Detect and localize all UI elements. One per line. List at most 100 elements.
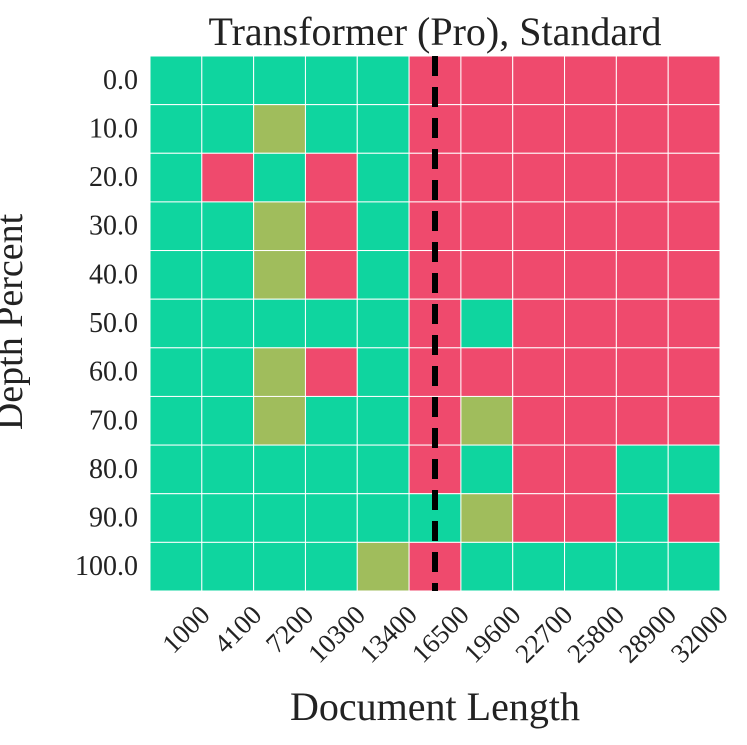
heatmap-cell	[615, 298, 669, 349]
heatmap-cell	[304, 201, 358, 252]
heatmap-cell	[512, 201, 566, 252]
heatmap-cell	[512, 395, 566, 446]
y-tick-labels: 0.0 10.0 20.0 30.0 40.0 50.0 60.0 70.0 80.0 90.0 1…	[75, 65, 138, 582]
heatmap-cell	[201, 201, 255, 252]
heatmap-cell	[667, 347, 721, 397]
heatmap-cell	[253, 298, 306, 349]
heatmap-cell	[356, 444, 410, 495]
heatmap-cell	[253, 104, 306, 154]
heatmap-cell	[667, 395, 721, 446]
heatmap-cell	[149, 298, 203, 349]
heatmap-cell	[512, 347, 566, 397]
heatmap-cell	[201, 347, 255, 397]
heatmap-cell	[564, 395, 617, 446]
x-tick-label: 4100	[208, 600, 267, 659]
heatmap-cell	[512, 298, 566, 349]
heatmap-cell	[304, 55, 358, 106]
heatmap-cell	[460, 541, 514, 592]
heatmap-cell	[564, 104, 617, 154]
heatmap-cell	[512, 152, 566, 203]
heatmap-cell	[564, 152, 617, 203]
x-tick-label: 22700	[509, 600, 578, 669]
heatmap-cell	[149, 201, 203, 252]
heatmap-cell	[460, 444, 514, 495]
heatmap-cell	[667, 493, 721, 543]
heatmap-cell	[149, 250, 203, 300]
heatmap-cell	[201, 152, 255, 203]
x-tick-label: 10300	[302, 600, 371, 669]
heatmap-cell	[615, 152, 669, 203]
y-tick-label: 100.0	[75, 551, 138, 582]
heatmap-cell	[253, 347, 306, 397]
heatmap-cell	[304, 298, 358, 349]
heatmap-cell	[460, 347, 514, 397]
heatmap-cell	[149, 493, 203, 543]
heatmap-cell	[149, 152, 203, 203]
heatmap-cell	[356, 298, 410, 349]
x-tick-label: 16500	[406, 600, 475, 669]
heatmap-cell	[512, 493, 566, 543]
heatmap-cell	[201, 541, 255, 592]
heatmap-cell	[564, 298, 617, 349]
heatmap-cell	[667, 152, 721, 203]
y-tick-label: 20.0	[89, 162, 138, 193]
y-tick-label: 60.0	[89, 357, 138, 388]
heatmap-cell	[149, 347, 203, 397]
heatmap-cell	[149, 395, 203, 446]
heatmap-cell	[201, 444, 255, 495]
heatmap-cell	[201, 104, 255, 154]
heatmap-cell	[304, 104, 358, 154]
heatmap-cell	[304, 493, 358, 543]
heatmap-cell	[356, 347, 410, 397]
heatmap-cell	[149, 444, 203, 495]
heatmap-cell	[615, 444, 669, 495]
heatmap-cell	[564, 444, 617, 495]
heatmap-cell	[667, 444, 721, 495]
y-tick-label: 10.0	[89, 113, 138, 144]
heatmap-cell	[460, 201, 514, 252]
heatmap-cell	[564, 55, 617, 106]
chart-title: Transformer (Pro), Standard	[208, 9, 662, 54]
heatmap-cell	[615, 395, 669, 446]
heatmap-cell	[253, 152, 306, 203]
x-tick-label: 32000	[665, 600, 734, 669]
heatmap-cell	[201, 395, 255, 446]
heatmap-cell	[356, 250, 410, 300]
x-tick-label: 19600	[458, 600, 527, 669]
heatmap-cell	[201, 493, 255, 543]
heatmap-cell	[512, 250, 566, 300]
heatmap-cell	[667, 201, 721, 252]
heatmap-cell	[512, 55, 566, 106]
heatmap-cell	[615, 347, 669, 397]
y-tick-label: 40.0	[89, 259, 138, 290]
heatmap-cell	[460, 493, 514, 543]
heatmap-cell	[253, 395, 306, 446]
heatmap-cell	[615, 541, 669, 592]
heatmap-cell	[512, 541, 566, 592]
x-tick-label: 25800	[561, 600, 630, 669]
heatmap-cell	[356, 55, 410, 106]
y-tick-label: 70.0	[89, 405, 138, 436]
heatmap-cell	[564, 250, 617, 300]
heatmap-cell	[667, 541, 721, 592]
heatmap-cell	[304, 444, 358, 495]
heatmap-cell	[149, 541, 203, 592]
y-tick-label: 50.0	[89, 308, 138, 339]
x-tick-label: 28900	[613, 600, 682, 669]
heatmap-cell	[564, 201, 617, 252]
heatmap-cell	[667, 104, 721, 154]
heatmap-cell	[564, 493, 617, 543]
heatmap-cell	[201, 298, 255, 349]
heatmap-cell	[615, 493, 669, 543]
heatmap-cell	[149, 55, 203, 106]
heatmap-cell	[356, 201, 410, 252]
y-tick-label: 30.0	[89, 211, 138, 242]
heatmap-cell	[356, 104, 410, 154]
heatmap-cell	[253, 250, 306, 300]
heatmap-cell	[460, 152, 514, 203]
heatmap-cell	[615, 55, 669, 106]
heatmap-cell	[253, 493, 306, 543]
y-tick-label: 80.0	[89, 454, 138, 485]
heatmap-cell	[512, 444, 566, 495]
